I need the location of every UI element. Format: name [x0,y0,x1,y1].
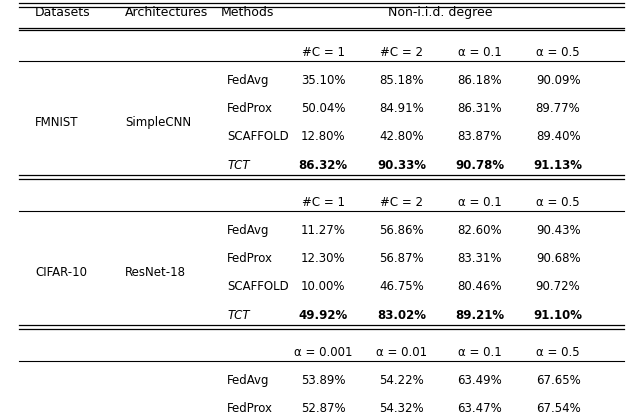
Text: FedProx: FedProx [227,401,273,413]
Text: 90.43%: 90.43% [536,223,580,237]
Text: 91.13%: 91.13% [534,158,582,171]
Text: FedProx: FedProx [227,102,273,115]
Text: 49.92%: 49.92% [299,308,348,321]
Text: 54.32%: 54.32% [380,401,424,413]
Text: α = 0.1: α = 0.1 [458,195,502,208]
Text: Methods: Methods [221,6,274,19]
Text: 63.47%: 63.47% [458,401,502,413]
Text: SimpleCNN: SimpleCNN [125,116,191,129]
Text: 67.54%: 67.54% [536,401,580,413]
Text: 86.31%: 86.31% [458,102,502,115]
Text: α = 0.5: α = 0.5 [536,345,580,358]
Text: α = 0.01: α = 0.01 [376,345,428,358]
Text: 67.65%: 67.65% [536,373,580,386]
Text: 80.46%: 80.46% [458,280,502,293]
Text: 52.87%: 52.87% [301,401,346,413]
Text: 83.31%: 83.31% [458,252,502,265]
Text: 85.18%: 85.18% [380,74,424,87]
Text: FedAvg: FedAvg [227,223,269,237]
Text: 82.60%: 82.60% [458,223,502,237]
Text: SCAFFOLD: SCAFFOLD [227,130,289,143]
Text: 53.89%: 53.89% [301,373,346,386]
Text: TCT: TCT [227,158,250,171]
Text: α = 0.5: α = 0.5 [536,45,580,58]
Text: 83.87%: 83.87% [458,130,502,143]
Text: α = 0.5: α = 0.5 [536,195,580,208]
Text: 90.68%: 90.68% [536,252,580,265]
Text: 90.33%: 90.33% [378,158,426,171]
Text: FedAvg: FedAvg [227,373,269,386]
Text: α = 0.001: α = 0.001 [294,345,353,358]
Text: 63.49%: 63.49% [458,373,502,386]
Text: 12.30%: 12.30% [301,252,346,265]
Text: 42.80%: 42.80% [380,130,424,143]
Text: 46.75%: 46.75% [380,280,424,293]
Text: 89.77%: 89.77% [536,102,580,115]
Text: 54.22%: 54.22% [380,373,424,386]
Text: 90.09%: 90.09% [536,74,580,87]
Text: FedProx: FedProx [227,252,273,265]
Text: 35.10%: 35.10% [301,74,346,87]
Text: #C = 1: #C = 1 [301,45,345,58]
Text: 86.18%: 86.18% [458,74,502,87]
Text: SCAFFOLD: SCAFFOLD [227,280,289,293]
Text: CIFAR-10: CIFAR-10 [35,266,87,279]
Text: 83.02%: 83.02% [378,308,426,321]
Text: 90.72%: 90.72% [536,280,580,293]
Text: α = 0.1: α = 0.1 [458,45,502,58]
Text: 89.21%: 89.21% [456,308,504,321]
Text: 91.10%: 91.10% [534,308,582,321]
Text: #C = 2: #C = 2 [380,45,424,58]
Text: α = 0.1: α = 0.1 [458,345,502,358]
Text: 86.32%: 86.32% [299,158,348,171]
Text: 50.04%: 50.04% [301,102,346,115]
Text: 56.86%: 56.86% [380,223,424,237]
Text: 56.87%: 56.87% [380,252,424,265]
Text: 10.00%: 10.00% [301,280,346,293]
Text: TCT: TCT [227,308,250,321]
Text: #C = 1: #C = 1 [301,195,345,208]
Text: ResNet-18: ResNet-18 [125,266,186,279]
Text: 89.40%: 89.40% [536,130,580,143]
Text: Architectures: Architectures [125,6,208,19]
Text: FMNIST: FMNIST [35,116,79,129]
Text: Non-i.i.d. degree: Non-i.i.d. degree [388,6,493,19]
Text: 11.27%: 11.27% [301,223,346,237]
Text: Datasets: Datasets [35,6,91,19]
Text: 12.80%: 12.80% [301,130,346,143]
Text: #C = 2: #C = 2 [380,195,424,208]
Text: 84.91%: 84.91% [380,102,424,115]
Text: 90.78%: 90.78% [456,158,504,171]
Text: FedAvg: FedAvg [227,74,269,87]
